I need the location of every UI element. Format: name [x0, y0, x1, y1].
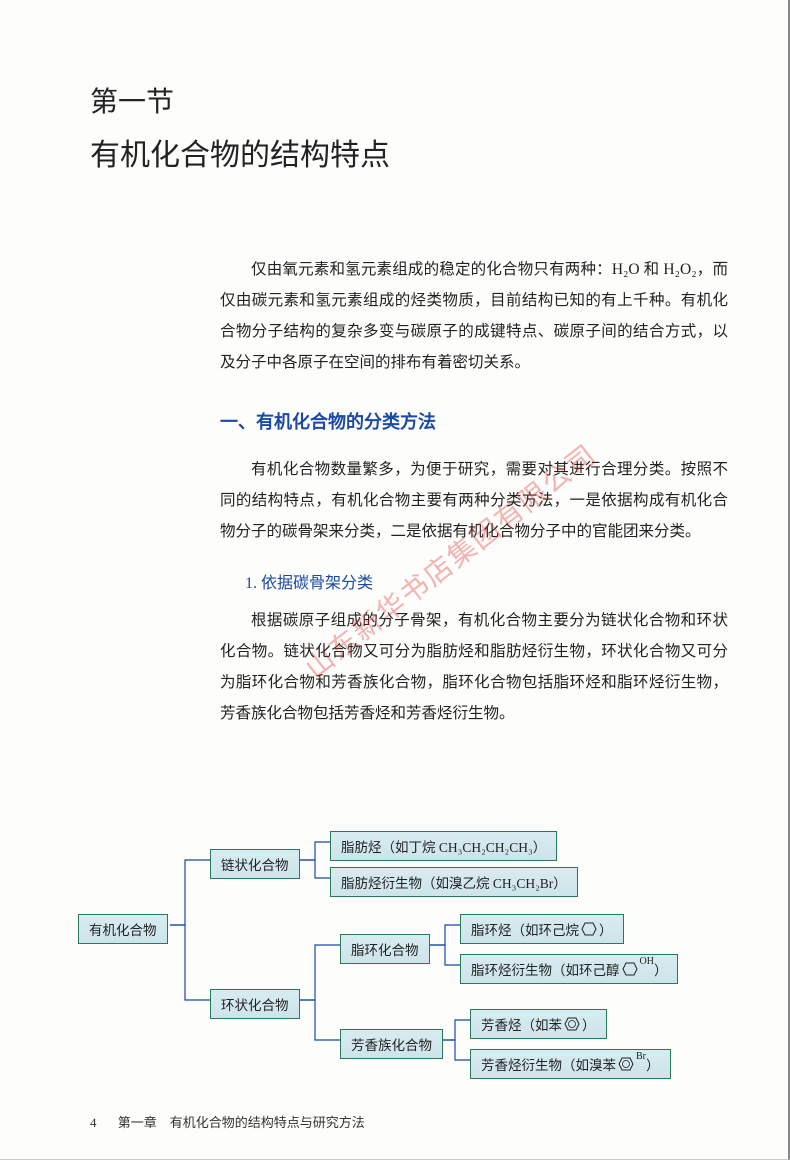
node-alicyclic-deriv: 脂环烃衍生物（如环己醇 OH ）	[460, 954, 678, 984]
node-aromatic-deriv: 芳香烃衍生物（如溴苯 Br ）	[470, 1049, 671, 1079]
node-aromatic-group: 芳香族化合物	[340, 1029, 443, 1059]
alicyclic-deriv-text: 脂环烃衍生物（如环己醇	[471, 959, 620, 979]
br-label: Br	[636, 1051, 646, 1062]
classification-diagram: 有机化合物 链状化合物 环状化合物 脂肪烃（如丁烷 CH₃CH₂CH₂CH₃） …	[70, 830, 750, 1080]
hexagon-icon	[622, 962, 638, 976]
node-aromatic: 芳香烃（如苯 ）	[470, 1009, 607, 1039]
oh-label: OH	[640, 956, 654, 967]
aromatic-text: 芳香烃（如苯	[481, 1014, 562, 1034]
node-cyclic: 环状化合物	[210, 989, 300, 1019]
benzene-icon	[618, 1057, 634, 1071]
close-paren: ）	[646, 1054, 660, 1074]
page-footer: 4 第一章 有机化合物的结构特点与研究方法	[90, 1112, 365, 1131]
chapter-title: 第一章 有机化合物的结构特点与研究方法	[118, 1115, 365, 1130]
section-number: 第一节	[90, 80, 728, 120]
node-root: 有机化合物	[78, 914, 168, 944]
node-alicyclic-group: 脂环化合物	[340, 934, 430, 964]
intro-paragraph: 仅由氧元素和氢元素组成的稳定的化合物只有两种：H₂O 和 H₂O₂，而仅由碳元素…	[220, 254, 728, 378]
benzene-icon	[564, 1017, 580, 1031]
paragraph-classification: 有机化合物数量繁多，为便于研究，需要对其进行合理分类。按照不同的结构特点，有机化…	[220, 454, 728, 547]
alicyclic-text: 脂环烃（如环己烷	[471, 919, 579, 939]
close-paren: ）	[599, 919, 613, 939]
page-number: 4	[90, 1115, 97, 1130]
hexagon-icon	[581, 922, 597, 936]
paragraph-carbon-skeleton: 根据碳原子组成的分子骨架，有机化合物主要分为链状化合物和环状化合物。链状化合物又…	[220, 605, 728, 729]
close-paren: ）	[582, 1014, 596, 1034]
heading-carbon-skeleton: 1. 依据碳骨架分类	[245, 569, 728, 593]
close-paren: ）	[654, 959, 668, 979]
node-aliphatic-deriv: 脂肪烃衍生物（如溴乙烷 CH₃CH₂Br）	[330, 867, 578, 897]
node-alicyclic: 脂环烃（如环己烷 ）	[460, 914, 624, 944]
aromatic-deriv-text: 芳香烃衍生物（如溴苯	[481, 1054, 616, 1074]
node-aliphatic: 脂肪烃（如丁烷 CH₃CH₂CH₂CH₃）	[330, 831, 557, 861]
section-title: 有机化合物的结构特点	[90, 130, 728, 174]
node-chain: 链状化合物	[210, 849, 300, 879]
heading-classification: 一、有机化合物的分类方法	[220, 408, 728, 434]
